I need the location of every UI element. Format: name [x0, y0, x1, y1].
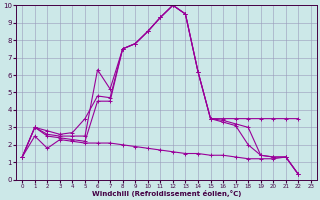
X-axis label: Windchill (Refroidissement éolien,°C): Windchill (Refroidissement éolien,°C) [92, 190, 241, 197]
